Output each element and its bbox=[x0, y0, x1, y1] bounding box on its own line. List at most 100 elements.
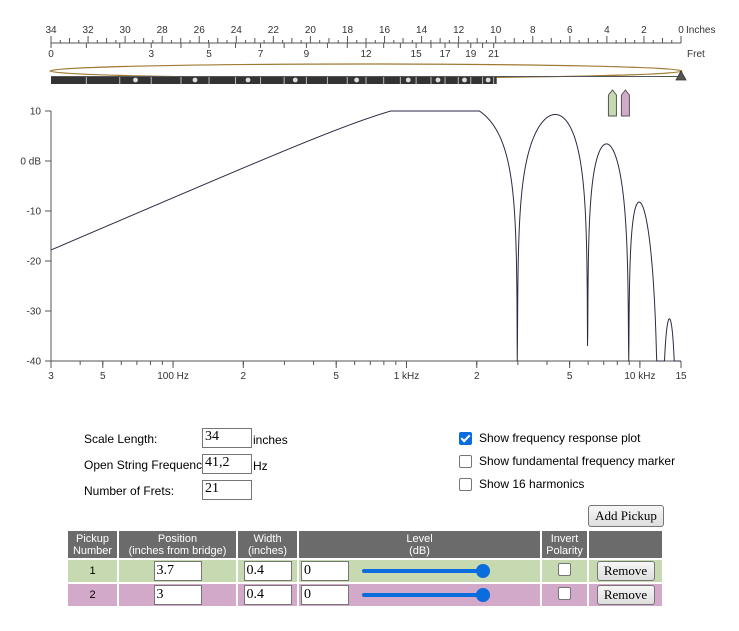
x-tick-label: 10 kHz bbox=[624, 371, 655, 382]
fret-marker-dot bbox=[485, 77, 491, 83]
inch-tick-label: 30 bbox=[120, 25, 132, 36]
frets-label: Number of Frets: bbox=[84, 484, 175, 498]
y-tick-label: -20 bbox=[27, 257, 42, 268]
header-remove bbox=[589, 531, 662, 558]
level-input[interactable]: 0 bbox=[301, 585, 349, 605]
fret-tick-label: 7 bbox=[258, 49, 264, 60]
fret-tick-label: 21 bbox=[488, 49, 500, 60]
position-input[interactable]: 3.7 bbox=[153, 561, 202, 581]
fret-tick-label: 9 bbox=[304, 49, 310, 60]
x-tick-label: 5 bbox=[100, 371, 106, 382]
x-tick-label: 3 bbox=[48, 371, 54, 382]
x-tick-label: 15 bbox=[675, 371, 687, 382]
level-slider[interactable] bbox=[362, 563, 490, 579]
frets-input[interactable]: 21 bbox=[202, 480, 252, 500]
show-fundamental-option[interactable]: Show fundamental frequency marker bbox=[459, 454, 675, 468]
inch-tick-label: 34 bbox=[45, 25, 57, 36]
show-plot-label: Show frequency response plot bbox=[479, 431, 641, 445]
fret-marker-dot bbox=[354, 77, 360, 83]
inch-tick-label: 6 bbox=[567, 25, 573, 36]
add-pickup-button[interactable]: Add Pickup bbox=[588, 505, 664, 527]
x-tick-label: 5 bbox=[333, 371, 339, 382]
inch-tick-label: 4 bbox=[604, 25, 610, 36]
inch-tick-label: 32 bbox=[82, 25, 94, 36]
position-input[interactable]: 3 bbox=[153, 585, 202, 605]
pickup-table: Pickup Number Position (inches from bridge… bbox=[66, 529, 664, 608]
pickup-marker bbox=[607, 89, 617, 117]
fret-tick-label: 12 bbox=[360, 49, 372, 60]
inch-tick-label: 28 bbox=[157, 25, 169, 36]
level-slider-thumb[interactable] bbox=[476, 564, 490, 578]
string-vibration-envelope bbox=[49, 63, 683, 79]
inch-tick-label: 20 bbox=[305, 25, 317, 36]
fret-tick-label: 3 bbox=[148, 49, 154, 60]
fret-marker-dot bbox=[192, 77, 198, 83]
remove-button[interactable]: Remove bbox=[596, 585, 655, 605]
fret-unit-label: Fret bbox=[687, 49, 705, 60]
inch-tick-label: 16 bbox=[379, 25, 391, 36]
pickup-row: 2 3 0.4 0 Remove bbox=[68, 584, 662, 606]
show-fundamental-checkbox[interactable] bbox=[459, 454, 472, 468]
pickup-marker bbox=[620, 89, 630, 117]
fret-marker-dot bbox=[462, 77, 467, 83]
neck-diagram bbox=[49, 63, 687, 117]
y-tick-label: 10 bbox=[30, 107, 42, 118]
inch-tick-label: 8 bbox=[530, 25, 536, 36]
scale-length-input[interactable]: 34 bbox=[202, 428, 252, 448]
invert-polarity-checkbox[interactable] bbox=[558, 587, 571, 600]
fret-marker-dot bbox=[133, 77, 138, 83]
show-plot-checkbox[interactable] bbox=[459, 431, 472, 445]
header-invert: Invert Polarity bbox=[542, 531, 587, 558]
header-level: Level (dB) bbox=[299, 531, 540, 558]
frequency-response-chart: 10 0 dB -10 -20 -30 -40 3 5 100 Hz 2 5 1 kHz 2 5 10 kH… bbox=[20, 107, 687, 383]
inch-unit-label: Inches bbox=[686, 25, 715, 36]
remove-button[interactable]: Remove bbox=[596, 561, 655, 581]
inch-tick-label: 14 bbox=[416, 25, 428, 36]
show-plot-option[interactable]: Show frequency response plot bbox=[459, 431, 640, 445]
y-tick-label: -10 bbox=[27, 207, 42, 218]
fret-marker-dot bbox=[405, 77, 411, 83]
pickup-number: 2 bbox=[68, 584, 117, 606]
fret-tick-label: 17 bbox=[439, 49, 451, 60]
fret-marker-dot bbox=[292, 77, 298, 83]
level-slider-track bbox=[362, 593, 490, 597]
show-fundamental-label: Show fundamental frequency marker bbox=[479, 454, 676, 468]
inch-tick-label: 12 bbox=[453, 25, 465, 36]
invert-polarity-checkbox[interactable] bbox=[558, 563, 571, 576]
width-input[interactable]: 0.4 bbox=[243, 585, 292, 605]
inch-tick-label: 22 bbox=[268, 25, 280, 36]
show-harmonics-option[interactable]: Show 16 harmonics bbox=[459, 477, 584, 491]
fret-marker-dot bbox=[435, 77, 441, 83]
show-harmonics-checkbox[interactable] bbox=[459, 477, 472, 491]
scale-length-unit: inches bbox=[253, 433, 288, 447]
inch-tick-label: 0 bbox=[678, 25, 684, 36]
y-tick-label: 0 dB bbox=[20, 157, 41, 168]
pickup-row: 1 3.7 0.4 0 Remove bbox=[68, 560, 662, 582]
fret-marker-dot bbox=[245, 77, 251, 83]
x-tick-label: 1 kHz bbox=[394, 371, 420, 382]
level-slider-track bbox=[362, 569, 490, 573]
inch-tick-label: 24 bbox=[231, 25, 243, 36]
inch-tick-label: 2 bbox=[641, 25, 647, 36]
inch-tick-label: 26 bbox=[194, 25, 206, 36]
frequency-response-line bbox=[50, 110, 681, 362]
inch-tick-label: 10 bbox=[490, 25, 502, 36]
header-position: Position (inches from bridge) bbox=[119, 531, 236, 558]
fret-tick-label: 19 bbox=[465, 49, 477, 60]
header-width: Width (inches) bbox=[238, 531, 297, 558]
level-input[interactable]: 0 bbox=[301, 561, 349, 581]
header-pickup-number: Pickup Number bbox=[68, 531, 117, 558]
y-tick-label: -30 bbox=[27, 307, 42, 318]
scale-length-label: Scale Length: bbox=[84, 432, 158, 446]
open-frequency-label: Open String Frequency: bbox=[84, 458, 212, 472]
pickup-number: 1 bbox=[68, 560, 117, 582]
x-tick-label: 2 bbox=[241, 371, 247, 382]
open-frequency-input[interactable]: 41,2 bbox=[202, 454, 252, 474]
level-slider[interactable] bbox=[362, 587, 490, 603]
x-tick-label: 100 Hz bbox=[157, 371, 189, 382]
width-input[interactable]: 0.4 bbox=[243, 561, 292, 581]
fret-tick-label: 0 bbox=[48, 49, 54, 60]
fret-tick-label: 5 bbox=[206, 49, 212, 60]
level-slider-thumb[interactable] bbox=[476, 588, 490, 602]
